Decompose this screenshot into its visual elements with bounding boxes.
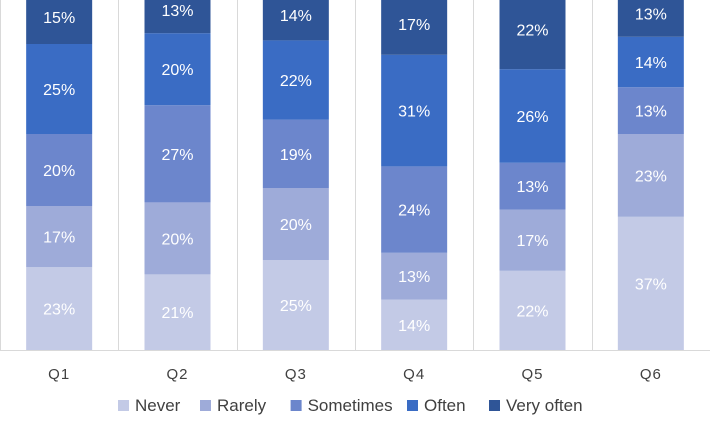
bar-segment-q3-very-often	[262, 0, 329, 41]
data-label-q3-often: 22%	[280, 73, 312, 90]
category-dividers	[0, 0, 710, 351]
legend-swatch-never	[118, 400, 129, 411]
bar-segment-q4-sometimes	[381, 166, 448, 253]
legend-label-sometimes: Sometimes	[308, 396, 393, 415]
bar-segment-q1-often	[26, 44, 93, 134]
x-tick-label-q1: Q1	[48, 366, 70, 383]
bar-segment-q3-never	[262, 260, 329, 350]
x-axis: Q1 Q2 Q3 Q4 Q5 Q6	[48, 366, 662, 383]
bar-segment-q6-often	[617, 36, 684, 88]
data-label-q3-never: 25%	[280, 298, 312, 315]
bar-segment-q5-never	[499, 270, 566, 350]
data-label-q4-very-often: 17%	[398, 17, 430, 34]
data-label-q3-rarely: 20%	[280, 217, 312, 234]
bar-segment-q5-rarely	[499, 209, 566, 271]
data-label-q6-never: 37%	[635, 276, 667, 293]
bar-segment-q4-never	[381, 299, 448, 350]
data-label-q6-rarely: 23%	[635, 168, 667, 185]
legend-label-rarely: Rarely	[217, 396, 267, 415]
data-label-q3-very-often: 14%	[280, 8, 312, 25]
x-tick-label-q3: Q3	[285, 366, 307, 383]
data-label-q1-very-often: 15%	[43, 10, 75, 27]
legend-label-very-often: Very often	[506, 396, 583, 415]
x-tick-label-q4: Q4	[403, 366, 425, 383]
legend-swatch-often	[407, 400, 418, 411]
bar-segment-q5-very-often	[499, 0, 566, 70]
data-label-q6-very-often: 13%	[635, 6, 667, 23]
data-label-q2-sometimes: 27%	[161, 147, 193, 164]
bar-segment-q4-often	[381, 54, 448, 167]
legend-swatch-very-often	[489, 400, 500, 411]
bar-segment-q1-rarely	[26, 206, 93, 268]
bar-segment-q2-very-often	[144, 0, 211, 34]
legend-label-often: Often	[424, 396, 466, 415]
data-label-q5-often: 26%	[516, 109, 548, 126]
data-label-q5-very-often: 22%	[516, 23, 548, 40]
legend: Never Rarely Sometimes Often Very often	[118, 396, 583, 415]
bar-segment-q5-sometimes	[499, 162, 566, 210]
bar-segment-q1-very-often	[26, 0, 93, 44]
data-label-q2-rarely: 20%	[161, 231, 193, 248]
bar-segment-q6-never	[617, 216, 684, 350]
data-label-q5-sometimes: 13%	[516, 179, 548, 196]
bar-segment-q3-rarely	[262, 188, 329, 260]
data-label-q4-sometimes: 24%	[398, 203, 430, 220]
legend-swatch-sometimes	[290, 400, 302, 411]
data-label-q1-sometimes: 20%	[43, 163, 75, 180]
data-label-q1-often: 25%	[43, 82, 75, 99]
legend-swatch-rarely	[200, 400, 211, 411]
bar-segment-q3-sometimes	[262, 119, 329, 188]
bar-segment-q6-rarely	[617, 134, 684, 217]
data-label-q3-sometimes: 19%	[280, 147, 312, 164]
bar-segment-q2-often	[144, 33, 211, 106]
bar-segment-q1-sometimes	[26, 134, 93, 206]
bar-segment-q6-sometimes	[617, 87, 684, 134]
data-label-q6-sometimes: 13%	[635, 104, 667, 121]
x-tick-label-q2: Q2	[166, 366, 188, 383]
data-label-q5-rarely: 17%	[516, 233, 548, 250]
bar-segment-q5-often	[499, 69, 566, 163]
data-label-q6-often: 14%	[635, 55, 667, 72]
bar-segment-q6-very-often	[617, 0, 684, 37]
bar-segment-q2-rarely	[144, 202, 211, 275]
x-tick-label-q5: Q5	[521, 366, 543, 383]
bar-segment-q4-very-often	[381, 0, 448, 55]
data-label-q2-never: 21%	[161, 305, 193, 322]
legend-label-never: Never	[135, 396, 181, 415]
x-tick-label-q6: Q6	[640, 366, 662, 383]
plot-area: 23% 17% 20% 25% 15% 21% 20% 27% 20% 13% 25% 20% 19% 2…	[26, 0, 684, 350]
data-label-q4-rarely: 13%	[398, 269, 430, 286]
data-label-q1-rarely: 17%	[43, 230, 75, 247]
bar-segment-q4-rarely	[381, 252, 448, 300]
bar-segment-q2-sometimes	[144, 105, 211, 203]
bar-segment-q2-never	[144, 274, 211, 350]
data-label-q5-never: 22%	[516, 303, 548, 320]
data-label-q4-never: 14%	[398, 318, 430, 335]
data-label-q1-never: 23%	[43, 302, 75, 319]
data-label-q2-very-often: 13%	[161, 3, 193, 20]
bar-segment-q1-never	[26, 267, 93, 350]
bar-segment-q3-often	[262, 40, 329, 120]
data-label-q4-often: 31%	[398, 104, 430, 121]
data-label-q2-often: 20%	[161, 62, 193, 79]
